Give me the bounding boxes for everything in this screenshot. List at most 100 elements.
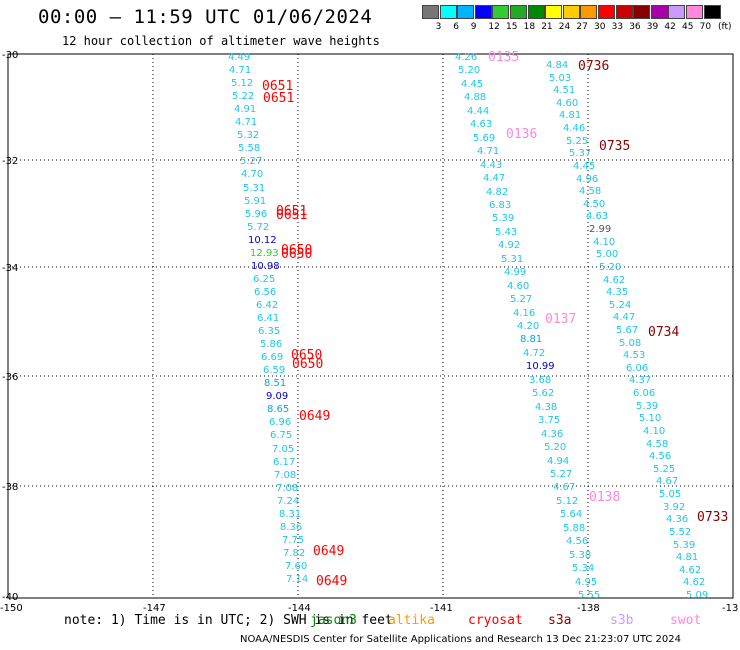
track-a-value: 8.36: [280, 522, 303, 533]
footer-credit: NOAA/NESDIS Center for Satellite Applica…: [240, 634, 682, 645]
colorbar-swatch: [650, 5, 668, 19]
track-c-value: 4.56: [649, 451, 672, 462]
track-b-value: 5.27: [550, 469, 573, 480]
track-time-label: 0734: [648, 325, 680, 340]
track-c-value: 5.25: [653, 464, 676, 475]
longitude-label: -144: [288, 603, 311, 614]
track-b-value: 3.75: [538, 415, 561, 426]
track-a-value: 7.75: [282, 535, 305, 546]
track-c-value: 4.47: [613, 312, 636, 323]
colorbar-swatch: [615, 5, 633, 19]
track-c-value: 4.96: [576, 174, 599, 185]
track-c-value: 5.09: [686, 590, 709, 601]
legend-item-jason3: jason3: [310, 613, 357, 628]
track-time-label: 0651: [263, 91, 295, 106]
map-subtitle: 12 hour collection of altimeter wave hei…: [62, 34, 380, 48]
track-b-value: 4.20: [517, 321, 540, 332]
track-c-value: 4.10: [643, 426, 666, 437]
colorbar-swatch: [633, 5, 651, 19]
colorbar-swatch: [422, 5, 439, 19]
track-a-value: 5.32: [237, 130, 260, 141]
colorbar-label: 6: [453, 22, 459, 32]
longitude-label: -13: [722, 603, 739, 614]
track-a-value: 7.08: [276, 483, 299, 494]
track-b-value: 4.99: [504, 267, 527, 278]
track-a-value: 12.93: [250, 248, 279, 259]
track-c-value: 5.67: [616, 325, 639, 336]
track-c-value: 5.00: [596, 249, 619, 260]
track-a-value: 6.75: [270, 430, 293, 441]
track-a-value: 7.24: [277, 496, 300, 507]
track-a-value: 4.49: [228, 52, 251, 63]
legend-item-s3a: s3a: [548, 613, 572, 628]
colorbar-swatch: [492, 5, 510, 19]
track-c-value: 4.53: [623, 350, 646, 361]
track-c-value: 6.06: [633, 388, 656, 399]
track-a-value: 4.71: [235, 117, 258, 128]
track-c-value: 4.63: [586, 211, 609, 222]
colorbar-label: 24: [558, 22, 571, 32]
track-b-value: 10.99: [526, 361, 555, 372]
colorbar-swatch: [686, 5, 703, 19]
latitude-label: -38: [2, 482, 19, 493]
track-b-value: 8.81: [520, 334, 543, 345]
track-a-value: 5.96: [245, 209, 268, 220]
longitude-label: -147: [143, 603, 166, 614]
track-c-value: 4.35: [606, 287, 629, 298]
track-b-value: 5.39: [492, 213, 515, 224]
track-c-value: 2.99: [589, 224, 612, 235]
track-c-value: 4.62: [603, 275, 626, 286]
track-a-value: 6.56: [254, 287, 277, 298]
track-b-value: 4.36: [541, 429, 564, 440]
note-text: note: 1) Time is in UTC; 2) SWH is in fe…: [64, 613, 393, 628]
colorbar-label: 9: [470, 22, 477, 32]
track-time-label: 0650: [281, 243, 313, 258]
track-b-value: 4.92: [498, 240, 521, 251]
track-time-label: 0733: [697, 510, 729, 525]
track-b-value: 5.31: [501, 254, 524, 265]
track-c-value: 4.58: [579, 186, 602, 197]
track-time-label: 0650: [281, 247, 313, 262]
track-b-value: 4.16: [513, 308, 536, 319]
track-time-label: 0651: [276, 204, 308, 219]
colorbar-swatch: [580, 5, 598, 19]
track-a-value: 4.70: [241, 169, 264, 180]
track-a-value: 7.60: [285, 561, 308, 572]
plot-frame: [7, 53, 734, 599]
track-a-value: 5.31: [243, 183, 266, 194]
track-b-value: 4.45: [461, 79, 484, 90]
track-b-value: 4.60: [507, 281, 530, 292]
track-time-label: 0649: [299, 409, 331, 424]
track-b-value: 5.55: [578, 590, 601, 601]
track-c-value: 5.08: [619, 338, 642, 349]
track-b-value: 4.72: [523, 348, 546, 359]
track-a-value: 6.69: [261, 352, 284, 363]
track-c-value: 4.37: [629, 375, 652, 386]
track-c-value: 4.45: [573, 161, 596, 172]
track-time-label: 0650: [291, 348, 323, 363]
track-a-value: 5.22: [232, 91, 255, 102]
colorbar-label: 15: [506, 22, 518, 32]
track-a-value: 4.71: [229, 65, 252, 76]
colorbar-swatch: [703, 5, 721, 19]
track-time-label: 0651: [262, 79, 294, 94]
colorbar-unit: (ft): [718, 22, 732, 32]
track-a-value: 6.41: [257, 313, 280, 324]
track-b-value: 4.88: [464, 92, 487, 103]
legend-item-s3b: s3b: [610, 613, 634, 628]
track-a-value: 6.42: [256, 300, 279, 311]
track-a-value: 8.65: [267, 404, 290, 415]
track-a-value: 6.35: [258, 326, 281, 337]
colorbar-label: 45: [682, 22, 694, 32]
track-b-value: 5.43: [495, 227, 518, 238]
track-b-value: 5.69: [473, 133, 496, 144]
colorbar-label: 27: [576, 22, 588, 32]
track-c-value: 5.37: [569, 148, 592, 159]
longitude-label: -141: [430, 603, 453, 614]
track-a-value: 7.14: [286, 574, 309, 585]
colorbar-swatch: [510, 5, 527, 19]
track-a-value: 8.31: [279, 509, 302, 520]
track-c-value: 5.24: [609, 300, 632, 311]
